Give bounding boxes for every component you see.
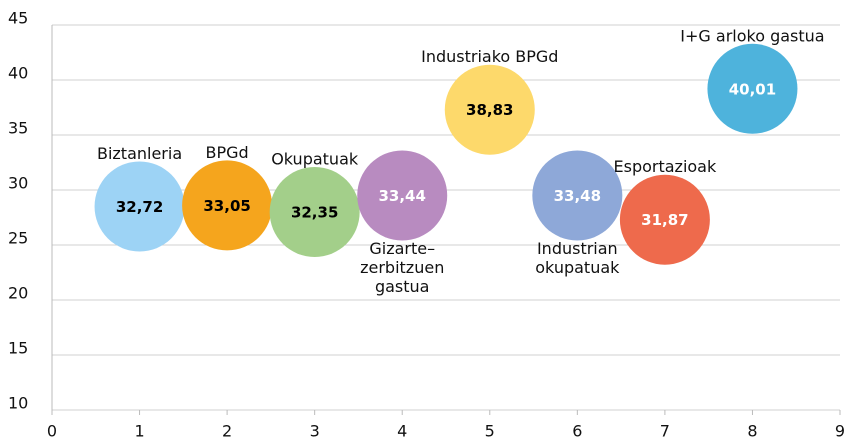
bubble-value: 31,87 xyxy=(641,211,688,229)
bubble-name: zerbitzuen xyxy=(360,258,444,277)
x-tick-label: 7 xyxy=(660,422,670,441)
x-tick-label: 4 xyxy=(397,422,407,441)
bubble-value: 40,01 xyxy=(729,80,776,98)
bubble xyxy=(357,150,448,241)
y-tick-label: 40 xyxy=(8,64,28,83)
y-tick-label: 15 xyxy=(8,339,28,358)
bubble-name: okupatuak xyxy=(535,258,620,277)
x-tick-label: 2 xyxy=(222,422,232,441)
x-tick-label: 0 xyxy=(47,422,57,441)
y-tick-label: 10 xyxy=(8,394,28,413)
bubble xyxy=(94,161,185,252)
bubble-value: 32,35 xyxy=(291,204,338,222)
x-tick-label: 3 xyxy=(310,422,320,441)
bubble xyxy=(269,167,360,257)
x-tick-label: 9 xyxy=(835,422,845,441)
y-tick-label: 20 xyxy=(8,284,28,303)
bubble-value: 33,44 xyxy=(378,187,425,205)
x-tick-label: 1 xyxy=(134,422,144,441)
bubble-name: I+G arloko gastua xyxy=(680,26,824,45)
bubble-name: gastua xyxy=(375,277,430,296)
x-tick-label: 8 xyxy=(747,422,757,441)
bubble-name: Esportazioak xyxy=(614,157,717,176)
bubble xyxy=(532,150,623,241)
bubble-value: 33,05 xyxy=(203,197,250,215)
x-tick-label: 6 xyxy=(572,422,582,441)
y-tick-label: 35 xyxy=(8,119,28,138)
bubble-value: 38,83 xyxy=(466,101,513,119)
bubble xyxy=(182,160,273,251)
y-tick-label: 25 xyxy=(8,229,28,248)
y-tick-label: 30 xyxy=(8,174,28,193)
bubble xyxy=(619,174,710,265)
bubble-name: Gizarte– xyxy=(369,239,435,258)
bubble-name: Okupatuak xyxy=(271,150,359,169)
bubble-name: Biztanleria xyxy=(97,144,182,163)
bubble-name: Industriako BPGd xyxy=(421,47,558,66)
bubble-value: 33,48 xyxy=(554,187,601,205)
bubble xyxy=(707,43,798,134)
bubble-value: 32,72 xyxy=(116,198,163,216)
y-tick-label: 45 xyxy=(8,9,28,28)
bubble-name: Industrian xyxy=(537,239,618,258)
x-tick-label: 5 xyxy=(485,422,495,441)
bubble xyxy=(444,64,535,155)
bubble-name: BPGd xyxy=(206,143,249,162)
